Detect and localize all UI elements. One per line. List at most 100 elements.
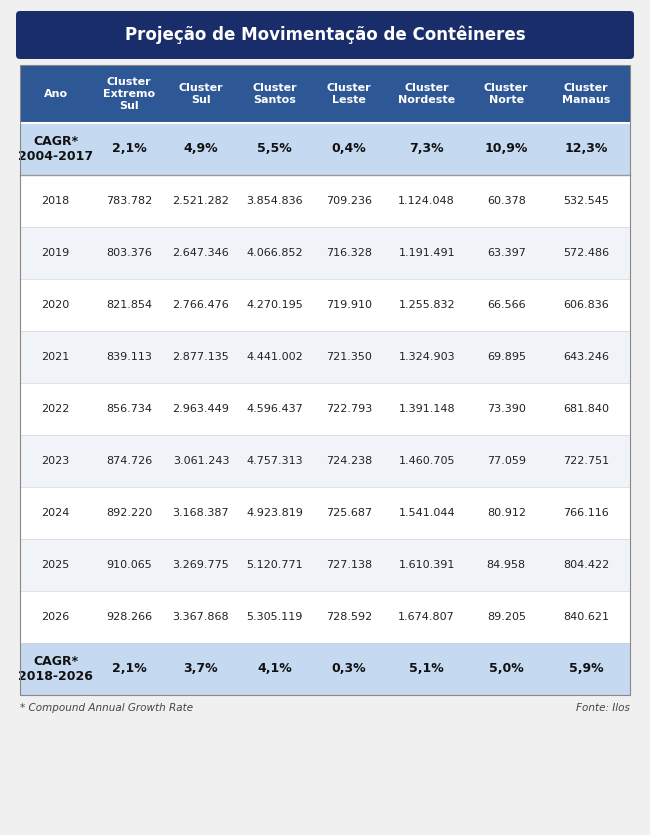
Text: 840.621: 840.621 bbox=[563, 612, 609, 622]
Text: 804.422: 804.422 bbox=[563, 560, 609, 570]
Text: 10,9%: 10,9% bbox=[485, 143, 528, 155]
Text: 4.757.313: 4.757.313 bbox=[246, 456, 303, 466]
Text: 5,0%: 5,0% bbox=[489, 662, 524, 676]
Text: 1.674.807: 1.674.807 bbox=[398, 612, 455, 622]
Text: 1.191.491: 1.191.491 bbox=[398, 248, 455, 258]
Text: 2019: 2019 bbox=[42, 248, 70, 258]
Text: 1.324.903: 1.324.903 bbox=[398, 352, 455, 362]
Text: 821.854: 821.854 bbox=[106, 300, 152, 310]
Text: 5.120.771: 5.120.771 bbox=[246, 560, 303, 570]
Bar bbox=[20, 65, 630, 695]
Bar bbox=[20, 123, 630, 175]
Text: 2021: 2021 bbox=[42, 352, 70, 362]
Bar bbox=[20, 591, 630, 643]
Text: CAGR*
2018-2026: CAGR* 2018-2026 bbox=[18, 655, 93, 683]
Text: 3.168.387: 3.168.387 bbox=[173, 508, 229, 518]
Text: 80.912: 80.912 bbox=[487, 508, 526, 518]
Text: 1.541.044: 1.541.044 bbox=[398, 508, 455, 518]
Text: 709.236: 709.236 bbox=[326, 196, 372, 206]
Text: 2025: 2025 bbox=[42, 560, 70, 570]
Text: 532.545: 532.545 bbox=[563, 196, 609, 206]
Text: 725.687: 725.687 bbox=[326, 508, 372, 518]
Text: 5,5%: 5,5% bbox=[257, 143, 292, 155]
FancyBboxPatch shape bbox=[16, 11, 634, 59]
Text: Cluster
Manaus: Cluster Manaus bbox=[562, 84, 610, 105]
Bar bbox=[20, 65, 630, 123]
Text: 2024: 2024 bbox=[42, 508, 70, 518]
Text: 606.836: 606.836 bbox=[563, 300, 609, 310]
Text: 1.460.705: 1.460.705 bbox=[398, 456, 455, 466]
Text: 0,4%: 0,4% bbox=[332, 143, 366, 155]
Text: 5.305.119: 5.305.119 bbox=[246, 612, 303, 622]
Text: 1.610.391: 1.610.391 bbox=[398, 560, 455, 570]
Text: 7,3%: 7,3% bbox=[410, 143, 444, 155]
Text: 4.923.819: 4.923.819 bbox=[246, 508, 304, 518]
Text: 3.367.868: 3.367.868 bbox=[173, 612, 229, 622]
Bar bbox=[20, 487, 630, 539]
Text: Cluster
Leste: Cluster Leste bbox=[326, 84, 371, 105]
Text: 1.255.832: 1.255.832 bbox=[398, 300, 455, 310]
Text: 2018: 2018 bbox=[42, 196, 70, 206]
Text: 766.116: 766.116 bbox=[563, 508, 609, 518]
Text: 1.391.148: 1.391.148 bbox=[398, 404, 455, 414]
Text: Ano: Ano bbox=[44, 89, 68, 99]
Text: 928.266: 928.266 bbox=[106, 612, 152, 622]
Text: 722.751: 722.751 bbox=[563, 456, 609, 466]
Bar bbox=[20, 643, 630, 695]
Text: 2.766.476: 2.766.476 bbox=[173, 300, 229, 310]
Text: 2023: 2023 bbox=[42, 456, 70, 466]
Text: 2022: 2022 bbox=[42, 404, 70, 414]
Text: 5,9%: 5,9% bbox=[569, 662, 603, 676]
Text: 66.566: 66.566 bbox=[487, 300, 526, 310]
Text: 3.854.836: 3.854.836 bbox=[246, 196, 303, 206]
Bar bbox=[20, 383, 630, 435]
Text: 2.647.346: 2.647.346 bbox=[173, 248, 229, 258]
Text: 1.124.048: 1.124.048 bbox=[398, 196, 455, 206]
Bar bbox=[20, 539, 630, 591]
Text: 84.958: 84.958 bbox=[487, 560, 526, 570]
Text: 803.376: 803.376 bbox=[106, 248, 152, 258]
Text: 643.246: 643.246 bbox=[563, 352, 609, 362]
Text: 4.066.852: 4.066.852 bbox=[246, 248, 303, 258]
Text: 724.238: 724.238 bbox=[326, 456, 372, 466]
Text: Cluster
Santos: Cluster Santos bbox=[253, 84, 297, 105]
Text: 3.269.775: 3.269.775 bbox=[173, 560, 229, 570]
Text: 4.270.195: 4.270.195 bbox=[246, 300, 303, 310]
Text: Cluster
Norte: Cluster Norte bbox=[484, 84, 528, 105]
Bar bbox=[20, 331, 630, 383]
Text: 728.592: 728.592 bbox=[326, 612, 372, 622]
Text: 719.910: 719.910 bbox=[326, 300, 372, 310]
Text: 0,3%: 0,3% bbox=[332, 662, 366, 676]
Text: 4.596.437: 4.596.437 bbox=[246, 404, 303, 414]
Bar bbox=[20, 279, 630, 331]
Text: 5,1%: 5,1% bbox=[410, 662, 444, 676]
Text: 910.065: 910.065 bbox=[106, 560, 152, 570]
Text: 783.782: 783.782 bbox=[106, 196, 152, 206]
Text: 2026: 2026 bbox=[42, 612, 70, 622]
Bar bbox=[20, 175, 630, 227]
Text: 77.059: 77.059 bbox=[487, 456, 526, 466]
Text: 721.350: 721.350 bbox=[326, 352, 372, 362]
Text: 716.328: 716.328 bbox=[326, 248, 372, 258]
Text: Fonte: Ilos: Fonte: Ilos bbox=[576, 703, 630, 713]
Text: 722.793: 722.793 bbox=[326, 404, 372, 414]
Bar bbox=[20, 435, 630, 487]
Text: 2.877.135: 2.877.135 bbox=[173, 352, 229, 362]
Text: 681.840: 681.840 bbox=[563, 404, 609, 414]
Text: 572.486: 572.486 bbox=[563, 248, 609, 258]
Text: Cluster
Nordeste: Cluster Nordeste bbox=[398, 84, 455, 105]
Bar bbox=[20, 227, 630, 279]
Text: 60.378: 60.378 bbox=[487, 196, 526, 206]
Text: 63.397: 63.397 bbox=[487, 248, 526, 258]
Text: * Compound Annual Growth Rate: * Compound Annual Growth Rate bbox=[20, 703, 193, 713]
Text: 4.441.002: 4.441.002 bbox=[246, 352, 303, 362]
Text: Projeção de Movimentação de Contêineres: Projeção de Movimentação de Contêineres bbox=[125, 26, 525, 44]
Text: 892.220: 892.220 bbox=[106, 508, 152, 518]
Text: 727.138: 727.138 bbox=[326, 560, 372, 570]
Text: 73.390: 73.390 bbox=[487, 404, 526, 414]
Text: 2,1%: 2,1% bbox=[112, 143, 146, 155]
Text: 2.521.282: 2.521.282 bbox=[172, 196, 229, 206]
Text: 2,1%: 2,1% bbox=[112, 662, 146, 676]
Text: CAGR*
2004-2017: CAGR* 2004-2017 bbox=[18, 135, 93, 163]
Text: 12,3%: 12,3% bbox=[564, 143, 608, 155]
